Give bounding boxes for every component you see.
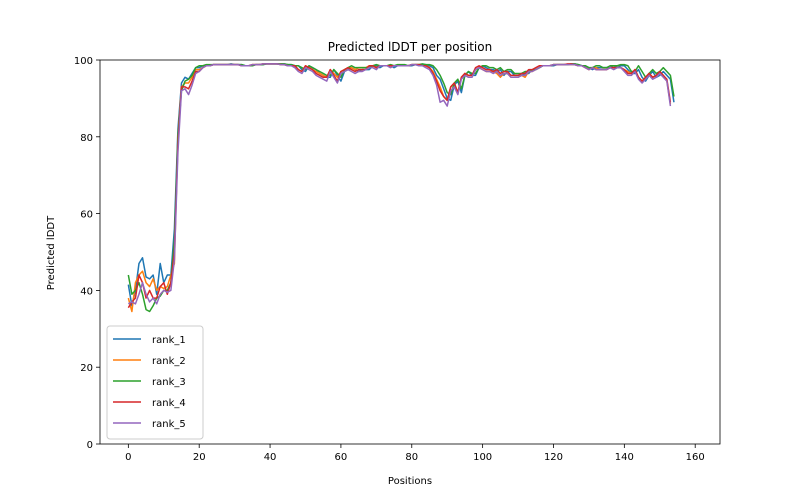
y-tick-label: 40 [80, 286, 93, 297]
plot-area [99, 59, 721, 445]
legend-label: rank_4 [152, 398, 186, 409]
y-tick-label: 20 [80, 363, 93, 374]
y-tick-label: 100 [74, 56, 93, 67]
x-tick-label: 0 [125, 452, 131, 463]
x-tick-label: 40 [264, 452, 277, 463]
x-tick-label: 80 [405, 452, 418, 463]
legend-label: rank_2 [152, 356, 186, 367]
x-axis-label: Positions [388, 476, 432, 487]
legend-label: rank_5 [152, 419, 186, 430]
legend-label: rank_3 [152, 377, 186, 388]
axis-ticks: 0 20 40 60 80 100 120 140 160 0 20 40 60 80 100 [74, 56, 705, 463]
legend: rank_1 rank_2 rank_3 rank_4 rank_5 [106, 325, 204, 440]
x-tick-label: 120 [544, 452, 563, 463]
x-tick-label: 140 [615, 452, 634, 463]
legend-label: rank_1 [152, 335, 186, 346]
legend-box [106, 325, 204, 440]
y-tick-label: 80 [80, 133, 93, 144]
y-axis-label: Predicted lDDT [46, 215, 57, 290]
y-tick-label: 60 [80, 210, 93, 221]
x-tick-label: 160 [686, 452, 705, 463]
x-tick-label: 100 [473, 452, 492, 463]
series-line-rank_5 [127, 63, 672, 305]
x-tick-label: 60 [335, 452, 348, 463]
axes-frame [99, 59, 721, 445]
chart-title: Predicted lDDT per position [328, 40, 492, 54]
y-tick-label: 0 [87, 440, 93, 451]
x-tick-label: 20 [193, 452, 206, 463]
